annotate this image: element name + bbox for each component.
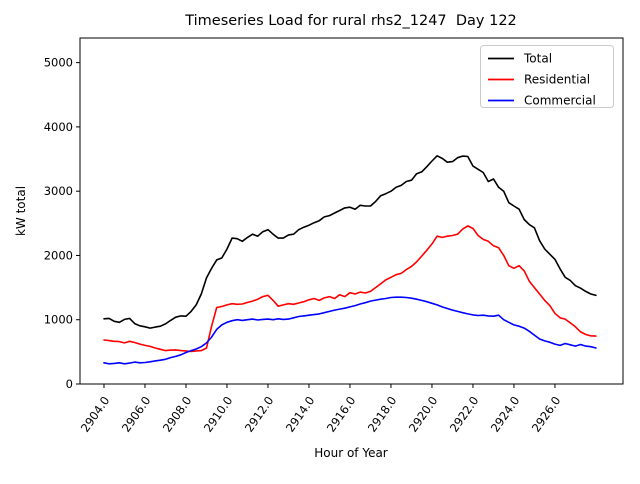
x-axis-label: Hour of Year [314, 446, 388, 460]
x-tick-label: 2910.0 [201, 394, 236, 435]
y-axis-ticks: 0 1000 2000 3000 4000 5000 [44, 56, 80, 391]
y-tick-label: 4000 [44, 120, 73, 134]
legend-box [480, 45, 614, 108]
x-tick-label: 2906.0 [119, 394, 154, 435]
chart-title: Timeseries Load for rural rhs2_1247 Day … [184, 13, 517, 29]
x-tick-label: 2916.0 [324, 394, 359, 435]
x-tick-label: 2922.0 [447, 394, 482, 435]
x-tick-label: 2920.0 [406, 394, 441, 435]
legend-entry-residential: Residential [488, 73, 590, 87]
commercial-series-line [103, 296, 597, 365]
x-axis-ticks: 2904.0 2906.0 2908.0 2910.0 2912.0 2914.0 2916… [78, 384, 564, 435]
x-tick-label: 2904.0 [78, 394, 113, 435]
x-tick-label: 2908.0 [160, 394, 195, 435]
y-tick-label: 3000 [44, 184, 73, 198]
legend-label-commercial: Commercial [524, 94, 596, 108]
series-lines [103, 155, 597, 365]
x-tick-label: 2926.0 [529, 394, 564, 435]
y-axis-label: kW total [14, 186, 28, 236]
x-tick-label: 2918.0 [365, 394, 400, 435]
legend-entry-commercial: Commercial [488, 94, 596, 108]
y-tick-label: 1000 [44, 313, 73, 327]
legend-entry-total: Total [488, 52, 552, 66]
plot-frame [79, 37, 624, 385]
residential-series-line [103, 225, 597, 353]
legend-label-total: Total [523, 52, 552, 66]
y-tick-label: 0 [66, 377, 73, 391]
y-tick-label: 2000 [44, 248, 73, 262]
total-series-line [103, 155, 597, 329]
legend: Total Residential Commercial [480, 45, 614, 108]
legend-label-residential: Residential [524, 73, 590, 87]
x-tick-label: 2912.0 [242, 394, 277, 435]
x-tick-label: 2924.0 [488, 394, 523, 435]
y-tick-label: 5000 [44, 56, 73, 70]
x-tick-label: 2914.0 [283, 394, 318, 435]
